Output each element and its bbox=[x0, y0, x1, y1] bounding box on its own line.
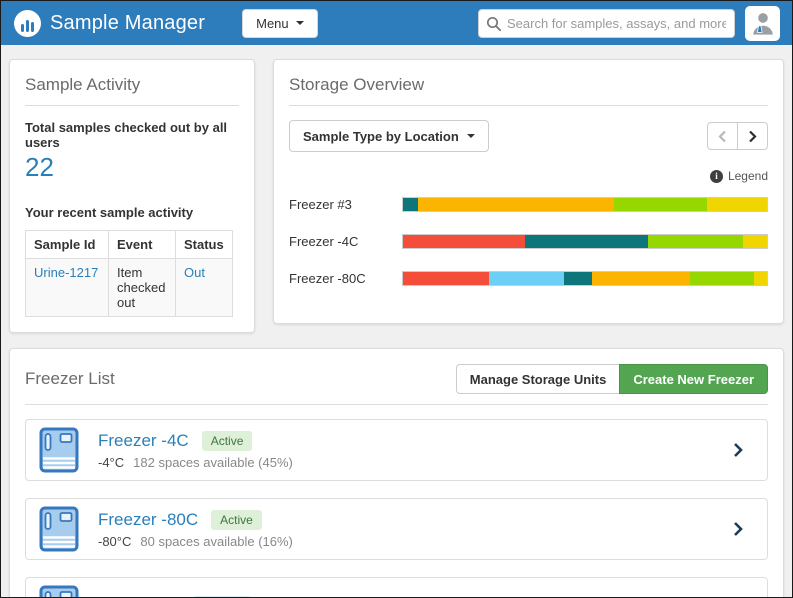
pager-next-button[interactable] bbox=[737, 122, 768, 150]
sample-activity-panel: Sample Activity Total samples checked ou… bbox=[9, 59, 255, 333]
event-cell: Item checked out bbox=[108, 258, 176, 317]
freezer-status-badge: Active bbox=[201, 430, 253, 451]
freezer-cards: Freezer -4C Active -4°C 182 spaces avail… bbox=[25, 419, 768, 597]
freezer-icon bbox=[39, 506, 79, 552]
caret-down-icon bbox=[295, 21, 304, 25]
storage-overview-panel: Storage Overview Sample Type by Location bbox=[273, 59, 784, 324]
freezer-card-chevron-container bbox=[733, 521, 743, 537]
chevron-right-icon bbox=[749, 130, 757, 142]
storage-bar-segment[interactable] bbox=[403, 198, 418, 211]
storage-bar-row: Freezer -80C bbox=[289, 271, 768, 286]
chevron-right-icon bbox=[734, 522, 743, 536]
freezer-card-text: Freezer #3 Backup bbox=[98, 596, 252, 597]
storage-bar-segment[interactable] bbox=[592, 272, 691, 285]
manage-storage-units-button[interactable]: Manage Storage Units bbox=[455, 364, 621, 394]
storage-bar-segment[interactable] bbox=[563, 272, 593, 285]
freezer-temperature: -80°C bbox=[98, 533, 132, 549]
pager-previous-button[interactable] bbox=[707, 122, 738, 150]
sample-activity-title: Sample Activity bbox=[25, 75, 141, 94]
storage-bars: Freezer #3 Freezer -4C Freezer -80C bbox=[289, 197, 768, 286]
freezer-card-text: Freezer -80C Active -80°C 80 spaces avai… bbox=[98, 509, 293, 549]
page-content: Sample Activity Total samples checked ou… bbox=[1, 45, 792, 597]
freezer-name-link[interactable]: Freezer #3 bbox=[98, 596, 180, 597]
freezer-card[interactable]: Freezer -80C Active -80°C 80 spaces avai… bbox=[25, 498, 768, 560]
storage-bar-row: Freezer -4C bbox=[289, 234, 768, 249]
chart-type-dropdown-label: Sample Type by Location bbox=[303, 128, 459, 144]
sample-id-link[interactable]: Urine-1217 bbox=[34, 265, 99, 280]
table-header-row: Sample Id Event Status bbox=[25, 230, 233, 259]
storage-bar-segment[interactable] bbox=[753, 272, 767, 285]
freezer-card[interactable]: Freezer -4C Active -4°C 182 spaces avail… bbox=[25, 419, 768, 481]
user-avatar-button[interactable] bbox=[745, 5, 780, 41]
legend-label: Legend bbox=[727, 169, 768, 183]
storage-bar-segment[interactable] bbox=[706, 198, 767, 211]
legend-toggle[interactable]: Legend bbox=[289, 169, 768, 183]
chart-pager bbox=[707, 122, 768, 150]
freezer-card[interactable]: Freezer #3 Backup bbox=[25, 577, 768, 597]
storage-bar-segment[interactable] bbox=[403, 235, 526, 248]
storage-bar-track bbox=[402, 234, 768, 249]
create-new-freezer-button[interactable]: Create New Freezer bbox=[619, 364, 768, 394]
column-header-sample-id: Sample Id bbox=[25, 230, 109, 259]
app-header: Sample Manager Menu bbox=[1, 1, 792, 45]
table-row: Urine-1217 Item checked out Out bbox=[25, 258, 233, 317]
freezer-list-panel: Freezer List Manage Storage Units Create… bbox=[9, 348, 784, 597]
storage-bar-segment[interactable] bbox=[403, 272, 490, 285]
storage-bar-segment[interactable] bbox=[525, 235, 648, 248]
app-title: Sample Manager bbox=[50, 11, 206, 34]
storage-bar-segment[interactable] bbox=[743, 235, 767, 248]
total-checked-out-value[interactable]: 22 bbox=[25, 152, 54, 182]
storage-bar-segment[interactable] bbox=[417, 198, 615, 211]
storage-bar-row: Freezer #3 bbox=[289, 197, 768, 212]
search-input[interactable] bbox=[478, 8, 735, 38]
freezer-card-text: Freezer -4C Active -4°C 182 spaces avail… bbox=[98, 430, 293, 470]
freezer-temperature: -4°C bbox=[98, 454, 125, 470]
info-icon bbox=[709, 169, 723, 183]
storage-bar-track bbox=[402, 271, 768, 286]
status-link[interactable]: Out bbox=[184, 265, 205, 280]
storage-bar-label: Freezer #3 bbox=[289, 197, 352, 212]
freezer-name-link[interactable]: Freezer -4C bbox=[98, 430, 189, 450]
storage-bar-segment[interactable] bbox=[489, 272, 564, 285]
column-header-status: Status bbox=[175, 230, 233, 259]
freezer-name-link[interactable]: Freezer -80C bbox=[98, 509, 199, 529]
divider bbox=[289, 105, 768, 106]
freezer-availability: 80 spaces available (16%) bbox=[140, 533, 293, 549]
freezer-card-chevron-container bbox=[733, 442, 743, 458]
storage-bar-label: Freezer -4C bbox=[289, 234, 359, 249]
chevron-left-icon bbox=[718, 130, 726, 142]
search-container bbox=[478, 8, 735, 38]
freezer-status-badge: Backup bbox=[193, 596, 252, 597]
app-logo-icon[interactable] bbox=[14, 9, 41, 37]
menu-button-label: Menu bbox=[256, 15, 289, 31]
recent-activity-table: Sample Id Event Status Urine-1217 Item c… bbox=[25, 230, 233, 317]
storage-bar-label: Freezer -80C bbox=[289, 271, 366, 286]
freezer-icon bbox=[39, 427, 79, 473]
freezer-status-badge: Active bbox=[211, 509, 262, 530]
storage-bar-track bbox=[402, 197, 768, 212]
divider bbox=[25, 404, 768, 405]
total-checked-out-label: Total samples checked out by all users bbox=[25, 120, 228, 150]
menu-button[interactable]: Menu bbox=[242, 8, 318, 38]
labkey-hand-glyph bbox=[21, 19, 34, 32]
storage-bar-segment[interactable] bbox=[690, 272, 754, 285]
chart-type-dropdown[interactable]: Sample Type by Location bbox=[289, 120, 489, 152]
storage-bar-segment[interactable] bbox=[647, 235, 744, 248]
caret-down-icon bbox=[466, 134, 475, 138]
search-icon bbox=[486, 16, 502, 31]
freezer-list-title: Freezer List bbox=[25, 369, 115, 388]
divider bbox=[25, 105, 239, 106]
user-avatar-icon bbox=[752, 13, 773, 35]
chevron-right-icon bbox=[734, 443, 743, 457]
storage-overview-title: Storage Overview bbox=[289, 75, 425, 94]
column-header-event: Event bbox=[108, 230, 176, 259]
storage-bar-segment[interactable] bbox=[614, 198, 707, 211]
recent-activity-label: Your recent sample activity bbox=[25, 205, 194, 220]
freezer-icon bbox=[39, 585, 79, 597]
freezer-availability: 182 spaces available (45%) bbox=[133, 454, 293, 470]
